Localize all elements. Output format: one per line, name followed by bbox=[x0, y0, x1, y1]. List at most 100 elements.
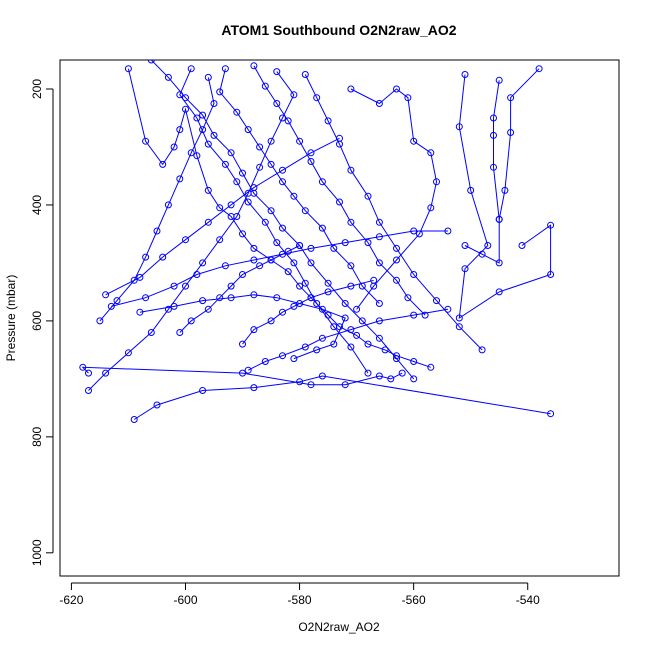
data-point bbox=[250, 384, 258, 392]
data-point bbox=[279, 178, 286, 186]
x-tick-label: -580 bbox=[288, 593, 312, 607]
data-point bbox=[495, 288, 503, 296]
data-point bbox=[313, 94, 321, 102]
data-point bbox=[393, 244, 400, 252]
data-point bbox=[164, 305, 172, 313]
series-line bbox=[127, 68, 431, 368]
data-point bbox=[495, 215, 503, 223]
data-point bbox=[227, 282, 235, 290]
data-point bbox=[170, 282, 178, 290]
series-1 bbox=[147, 60, 418, 383]
series-17 bbox=[239, 276, 378, 348]
data-point bbox=[85, 387, 92, 394]
data-point bbox=[307, 381, 315, 389]
data-point bbox=[102, 291, 110, 299]
data-point bbox=[239, 169, 246, 177]
data-point bbox=[176, 329, 184, 336]
series-18 bbox=[176, 242, 304, 336]
data-point bbox=[130, 276, 138, 284]
data-point bbox=[267, 137, 275, 145]
data-point bbox=[233, 213, 241, 220]
data-point bbox=[279, 352, 286, 360]
data-point bbox=[239, 230, 246, 238]
data-point bbox=[324, 288, 332, 296]
data-point bbox=[313, 346, 321, 354]
y-axis-label: Pressure (mbar) bbox=[4, 275, 18, 362]
data-point bbox=[244, 366, 252, 374]
data-point bbox=[216, 88, 224, 96]
data-point bbox=[495, 76, 503, 84]
data-point bbox=[490, 114, 497, 122]
x-tick-label: -620 bbox=[59, 593, 83, 607]
data-point bbox=[79, 363, 87, 371]
data-point bbox=[375, 372, 383, 380]
data-point bbox=[204, 186, 212, 194]
data-point bbox=[136, 273, 144, 281]
data-point bbox=[375, 300, 383, 307]
data-point bbox=[387, 375, 395, 383]
data-point bbox=[490, 131, 497, 139]
data-point bbox=[490, 163, 497, 171]
data-point bbox=[341, 314, 349, 322]
data-point bbox=[221, 65, 229, 73]
data-point bbox=[176, 91, 184, 99]
data-point bbox=[216, 294, 224, 302]
data-point bbox=[153, 401, 161, 409]
data-point bbox=[364, 192, 372, 200]
data-point bbox=[393, 256, 400, 264]
data-point bbox=[507, 94, 515, 102]
data-point bbox=[364, 239, 372, 247]
data-point bbox=[290, 302, 298, 310]
data-point bbox=[279, 166, 286, 174]
data-point bbox=[393, 85, 400, 93]
data-point bbox=[547, 410, 555, 418]
data-point bbox=[296, 137, 304, 145]
data-point bbox=[296, 300, 304, 307]
data-point bbox=[301, 71, 309, 78]
data-point bbox=[296, 282, 304, 290]
data-point bbox=[324, 279, 332, 287]
data-point bbox=[318, 178, 326, 186]
data-point bbox=[221, 262, 229, 270]
data-point bbox=[370, 276, 378, 284]
data-point bbox=[279, 308, 286, 316]
data-point bbox=[290, 192, 298, 200]
data-point bbox=[330, 340, 338, 348]
data-point bbox=[124, 65, 132, 73]
data-point bbox=[159, 253, 167, 261]
data-point bbox=[393, 276, 400, 284]
data-point bbox=[318, 224, 326, 232]
series-13 bbox=[130, 372, 555, 423]
data-point bbox=[182, 282, 189, 290]
data-point bbox=[347, 326, 355, 334]
series-8 bbox=[347, 85, 440, 313]
data-point bbox=[142, 294, 150, 302]
data-point bbox=[318, 305, 326, 313]
data-point bbox=[364, 369, 372, 377]
data-point bbox=[204, 140, 212, 148]
data-point bbox=[301, 343, 309, 351]
data-point bbox=[261, 358, 269, 365]
x-tick-label: -600 bbox=[173, 593, 197, 607]
data-point bbox=[433, 297, 440, 305]
data-point bbox=[244, 198, 252, 206]
data-point bbox=[284, 117, 292, 125]
data-point bbox=[398, 369, 406, 377]
data-point bbox=[444, 305, 452, 313]
series-line bbox=[247, 308, 448, 371]
data-point bbox=[153, 227, 161, 235]
series-line bbox=[350, 88, 438, 310]
data-point bbox=[273, 68, 281, 76]
data-point bbox=[324, 117, 332, 125]
data-point bbox=[290, 259, 298, 267]
data-point bbox=[176, 175, 184, 183]
data-point bbox=[501, 186, 509, 194]
data-point bbox=[130, 416, 138, 423]
y-tick-label: 400 bbox=[30, 195, 44, 215]
series-3 bbox=[216, 65, 383, 307]
data-point bbox=[301, 207, 309, 215]
plot-frame bbox=[59, 59, 620, 577]
data-point bbox=[227, 294, 235, 302]
data-point bbox=[347, 218, 355, 226]
data-point bbox=[375, 334, 383, 342]
